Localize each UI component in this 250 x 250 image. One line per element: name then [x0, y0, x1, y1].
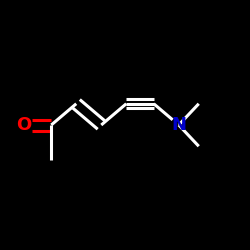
Text: O: O — [16, 116, 32, 134]
Text: N: N — [171, 116, 186, 134]
